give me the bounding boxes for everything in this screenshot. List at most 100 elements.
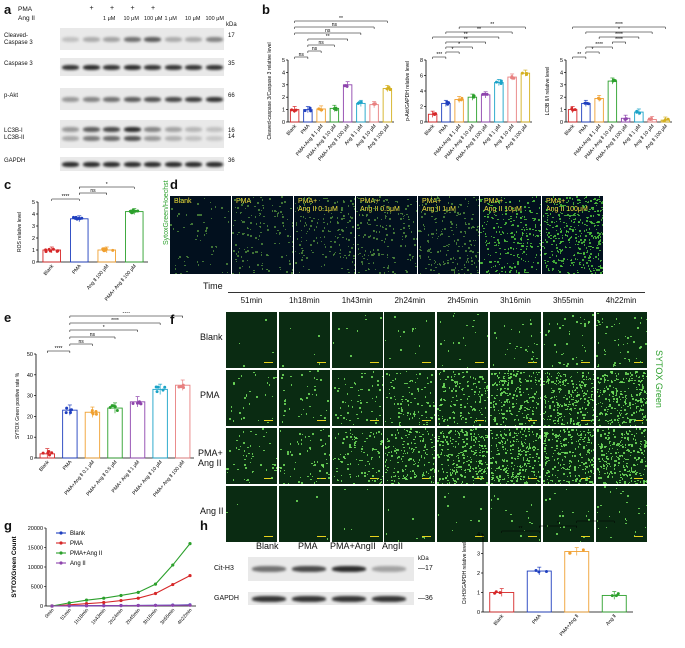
cell-dot — [585, 453, 588, 456]
cell-dot — [232, 232, 234, 234]
cell-dot — [534, 460, 536, 462]
cell-dot — [221, 271, 224, 274]
cell-dot — [464, 230, 466, 233]
cell-dot — [632, 438, 635, 440]
cell-dot — [438, 479, 441, 482]
cell-dot — [532, 413, 534, 415]
cell-dot — [469, 470, 471, 472]
cell-dot — [590, 387, 593, 390]
cell-dot — [447, 443, 449, 445]
cell-dot — [619, 380, 622, 383]
cell-dot — [517, 475, 519, 478]
cell-dot — [526, 228, 528, 231]
cell-dot — [421, 388, 423, 391]
cell-dot — [261, 264, 263, 267]
cell-dot — [397, 475, 400, 478]
cell-dot — [365, 318, 367, 321]
cell-dot — [559, 259, 561, 262]
cell-dot — [532, 234, 535, 236]
cell-dot — [359, 407, 361, 409]
cell-dot — [385, 215, 388, 218]
cell-dot — [633, 464, 635, 466]
cell-dot — [547, 268, 550, 270]
significance-label: **** — [55, 346, 63, 352]
data-point — [623, 117, 627, 121]
cell-dot — [511, 413, 513, 416]
cell-dot — [554, 344, 556, 346]
cell-dot — [418, 421, 420, 424]
cell-dot — [577, 460, 580, 462]
cell-dot — [260, 464, 262, 466]
cell-dot — [484, 445, 486, 447]
cell-dot — [524, 406, 526, 409]
cell-dot — [510, 382, 513, 385]
cell-dot — [510, 412, 512, 415]
cell-dot — [454, 482, 456, 484]
cell-dot — [524, 400, 527, 403]
cell-dot — [504, 271, 507, 273]
cell-dot — [585, 376, 588, 378]
cell-dot — [463, 457, 465, 459]
cell-dot — [569, 197, 571, 199]
cell-dot — [485, 223, 488, 226]
cell-dot — [640, 449, 642, 451]
cell-dot — [443, 385, 445, 387]
cell-dot — [636, 483, 638, 484]
cell-dot — [532, 400, 534, 402]
cell-dot — [559, 387, 561, 390]
cell-dot — [555, 398, 558, 401]
cell-dot — [373, 207, 375, 210]
cell-dot — [438, 456, 440, 458]
cell-dot — [592, 463, 594, 466]
cell-dot — [643, 480, 645, 482]
y-tick-label: 1 — [282, 108, 285, 114]
cell-dot — [523, 218, 526, 220]
cell-dot — [530, 335, 533, 337]
cell-dot — [338, 244, 341, 246]
cell-dot — [513, 436, 516, 438]
cell-dot — [505, 418, 508, 421]
cell-dot — [344, 383, 347, 386]
cell-dot — [579, 316, 582, 319]
cell-dot — [545, 435, 548, 437]
cell-dot — [405, 235, 407, 237]
cell-dot — [437, 407, 439, 410]
blot-band — [164, 64, 182, 70]
cell-dot — [500, 468, 502, 471]
cell-dot — [617, 373, 620, 375]
cell-dot — [513, 405, 515, 408]
cell-dot — [581, 390, 584, 392]
cell-dot — [552, 468, 554, 470]
cell-dot — [603, 381, 606, 383]
cell-dot — [504, 248, 506, 251]
cell-dot — [451, 411, 454, 414]
cell-dot — [640, 409, 642, 411]
cell-dot — [463, 375, 465, 378]
cell-dot — [205, 232, 208, 235]
cell-dot — [615, 444, 618, 446]
cell-dot — [627, 436, 629, 439]
cell-dot — [281, 202, 283, 204]
cell-dot — [441, 364, 444, 367]
cell-dot — [437, 454, 439, 456]
cell-dot — [466, 367, 469, 368]
cell-dot — [527, 380, 529, 382]
cell-dot — [564, 374, 566, 376]
cell-dot — [471, 218, 473, 220]
cell-dot — [215, 246, 218, 249]
cell-dot — [523, 371, 525, 374]
cell-dot — [336, 217, 339, 219]
cell-dot — [302, 249, 304, 252]
cell-dot — [429, 207, 432, 209]
cell-dot — [544, 394, 547, 397]
cell-dot — [607, 438, 609, 441]
cell-dot — [318, 363, 321, 365]
cell-dot — [456, 464, 458, 466]
scale-bar — [369, 477, 379, 479]
cell-dot — [570, 407, 572, 410]
cell-dot — [472, 226, 474, 228]
cell-dot — [399, 372, 402, 375]
cell-dot — [645, 392, 647, 395]
cell-dot — [261, 199, 264, 201]
